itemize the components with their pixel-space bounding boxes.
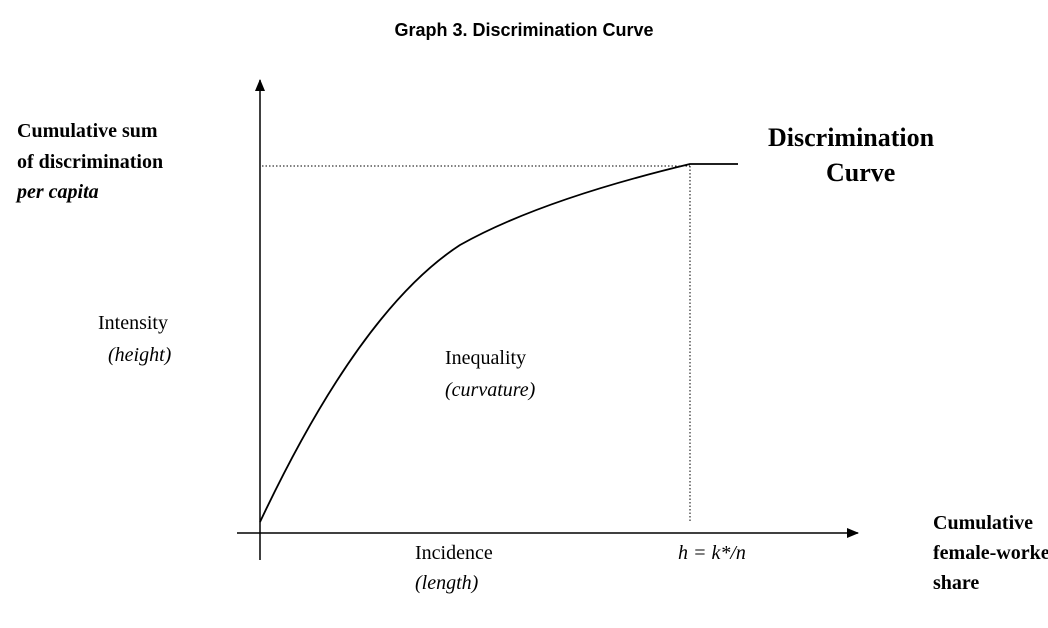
annotation-note: (length)	[415, 572, 479, 594]
curve-label: Curve	[826, 158, 895, 187]
x-axis-label: Cumulative	[933, 512, 1033, 534]
annotation-note: (height)	[108, 344, 172, 366]
annotation: Intensity	[98, 312, 168, 334]
title: Graph 3. Discrimination Curve	[394, 20, 653, 40]
y-axis-label: of discrimination	[17, 151, 163, 173]
threshold-label: h = k*/n	[678, 542, 746, 564]
y-axis-label: per capita	[15, 181, 99, 203]
y-axis-label: Cumulative sum	[17, 120, 158, 142]
x-axis-label: female-worker	[933, 542, 1048, 564]
discrimination-curve	[259, 163, 738, 523]
x-axis-label: share	[933, 572, 979, 594]
annotation-note: (curvature)	[445, 379, 536, 401]
curve-label: Discrimination	[768, 123, 935, 152]
annotation: Inequality	[445, 347, 526, 369]
annotation: Incidence	[415, 542, 493, 564]
